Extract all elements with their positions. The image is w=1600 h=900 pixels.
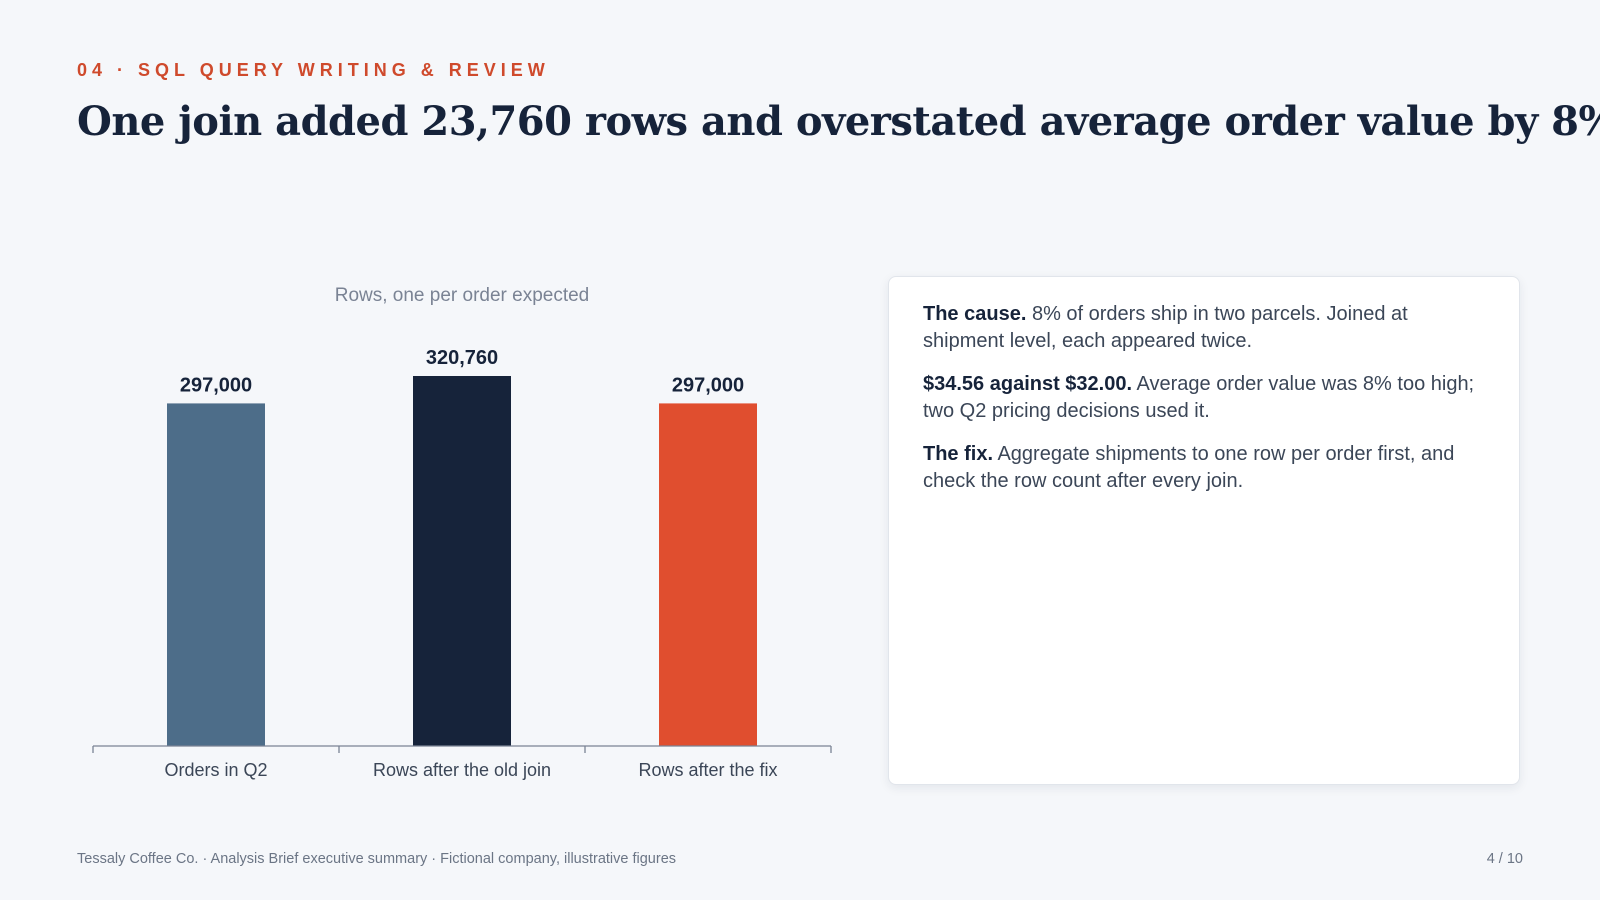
bar (659, 403, 757, 746)
note-fix-text: Aggregate shipments to one row per order… (923, 443, 1455, 492)
bar (413, 376, 511, 746)
note-fix: The fix. Aggregate shipments to one row … (923, 441, 1485, 495)
note-impact: $34.56 against $32.00. Average order val… (923, 371, 1485, 425)
bar (167, 403, 265, 746)
explanation-card: The cause. 8% of orders ship in two parc… (888, 276, 1520, 785)
data-label: 320,760 (426, 347, 498, 369)
page-number: 4 / 10 (1486, 851, 1523, 867)
note-fix-lead: The fix. (923, 443, 994, 465)
chart-title: Rows, one per order expected (335, 285, 590, 306)
bar-chart-svg: Rows, one per order expected 297,000 Order… (92, 285, 832, 780)
data-label: 297,000 (672, 374, 744, 396)
note-impact-text: Average order value was 8% too high; two… (923, 373, 1475, 422)
data-label: 297,000 (180, 374, 252, 396)
bar-chart: Rows, one per order expected 297,000 Order… (60, 270, 860, 790)
eyebrow-label: 04 · SQL QUERY WRITING & REVIEW (77, 60, 550, 80)
tick-label: Orders in Q2 (164, 760, 267, 780)
note-cause: The cause. 8% of orders ship in two parc… (923, 301, 1485, 355)
page-title: One join added 23,760 rows and overstate… (77, 98, 1600, 145)
tick-label: Rows after the fix (638, 760, 777, 780)
footer-source: Tessaly Coffee Co. · Analysis Brief exec… (77, 851, 677, 867)
note-impact-lead: $34.56 against $32.00. (923, 373, 1133, 395)
note-cause-text: 8% of orders ship in two parcels. Joined… (923, 303, 1408, 352)
tick-label: Rows after the old join (373, 760, 551, 780)
note-cause-lead: The cause. (923, 303, 1027, 325)
